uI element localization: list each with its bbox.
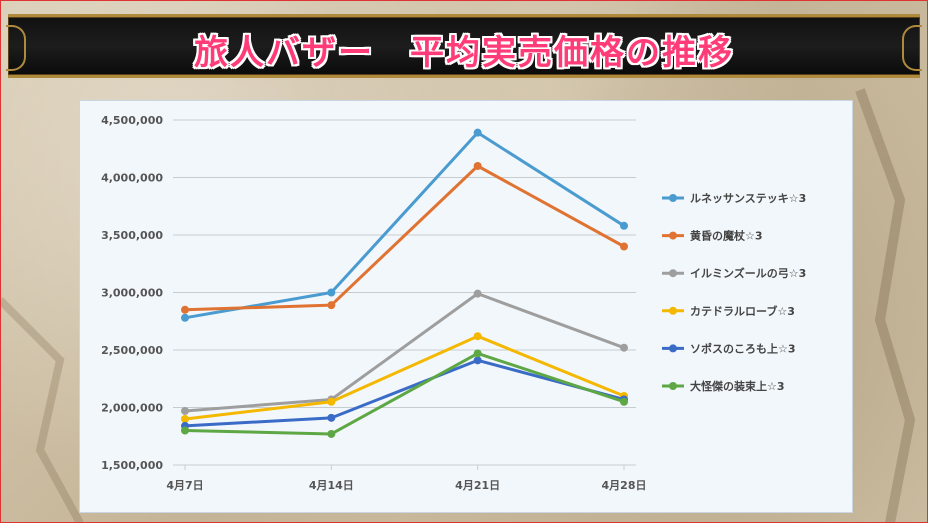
y-tick-label: 4,000,000	[101, 172, 163, 185]
y-tick-label: 2,500,000	[101, 344, 163, 357]
data-point	[181, 305, 189, 314]
data-point	[473, 289, 482, 298]
x-tick-label: 4月14日	[309, 479, 354, 492]
data-point	[620, 221, 628, 230]
page-title: 旅人バザー 平均実売価格の推移	[194, 33, 734, 73]
legend-marker	[669, 269, 677, 278]
y-tick-label: 2,000,000	[101, 402, 163, 415]
legend-marker	[669, 231, 677, 240]
legend-label: イルミンズールの弓☆3	[690, 266, 806, 280]
data-point	[327, 429, 336, 438]
series-line	[184, 131, 625, 320]
data-point	[181, 415, 189, 423]
legend-marker	[669, 382, 677, 390]
data-point	[620, 397, 628, 406]
data-point	[327, 301, 336, 310]
x-tick-label: 4月21日	[455, 479, 500, 492]
data-point	[181, 313, 189, 322]
y-tick-label: 4,500,000	[101, 114, 163, 127]
data-point	[327, 288, 336, 297]
data-point	[620, 343, 628, 352]
legend-marker	[669, 344, 677, 353]
title-banner: 旅人バザー 平均実売価格の推移	[6, 14, 922, 78]
series-line	[184, 292, 625, 413]
legend-label: 黄昏の魔杖☆3	[690, 229, 763, 243]
y-tick-label: 1,500,000	[101, 459, 163, 472]
legend-label: ソポスのころも上☆3	[690, 341, 796, 355]
chart-panel: 1,500,000 2,000,000 2,500,000 3,000,000 3,50…	[79, 100, 853, 513]
series-line	[184, 351, 625, 436]
legend-marker	[669, 306, 677, 315]
series-line	[184, 164, 625, 312]
y-tick-label: 3,500,000	[101, 229, 163, 242]
data-point	[473, 356, 482, 365]
data-point	[473, 332, 482, 341]
legend-marker	[669, 194, 677, 202]
data-point	[327, 397, 336, 406]
line-chart: 1,500,000 2,000,000 2,500,000 3,000,000 3,50…	[101, 114, 806, 492]
data-point	[181, 426, 189, 435]
series-line	[184, 334, 625, 421]
data-point	[473, 128, 482, 137]
data-point	[181, 406, 189, 415]
legend-label: ルネッサンステッキ☆3	[690, 192, 806, 205]
data-point	[473, 162, 482, 170]
series-line	[184, 358, 625, 428]
y-tick-label: 3,000,000	[101, 287, 163, 300]
x-tick-label: 4月28日	[602, 479, 647, 492]
data-point	[327, 413, 336, 422]
legend-label: カテドラルローブ☆3	[690, 304, 795, 318]
data-point	[620, 242, 628, 251]
x-tick-label: 4月7日	[166, 479, 203, 492]
data-point	[473, 349, 482, 358]
legend-label: 大怪傑の装束上☆3	[690, 379, 785, 393]
